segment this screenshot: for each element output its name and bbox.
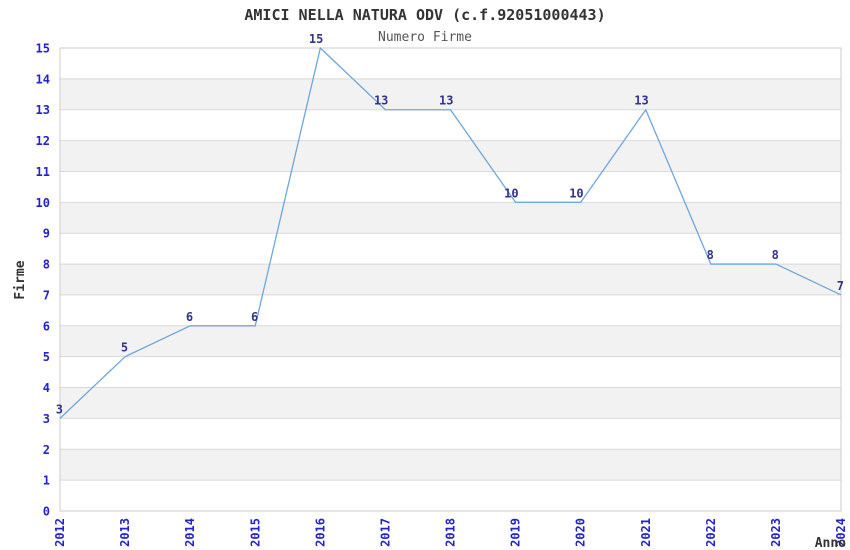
x-tick-label: 2020: [574, 518, 588, 547]
chart-title: AMICI NELLA NATURA ODV (c.f.92051000443): [244, 6, 605, 24]
x-tick-label: 2017: [378, 518, 392, 547]
x-tick-label: 2018: [444, 518, 458, 547]
y-tick-label: 8: [43, 258, 50, 272]
y-tick-label: 9: [43, 227, 50, 241]
y-tick-label: 12: [36, 134, 50, 148]
chart-subtitle: Numero Firme: [378, 30, 472, 45]
x-tick-label: 2014: [183, 518, 197, 547]
y-tick-label: 7: [43, 288, 50, 302]
grid-band: [60, 202, 841, 234]
y-tick-label: 6: [43, 319, 50, 333]
x-tick-label: 2015: [248, 518, 262, 547]
y-tick-label: 10: [36, 196, 50, 210]
x-tick-label: 2022: [704, 518, 718, 547]
y-tick-label: 14: [36, 72, 50, 86]
data-point-label: 6: [186, 310, 193, 324]
y-tick-label: 0: [43, 505, 50, 519]
x-tick-label: 2016: [313, 518, 327, 547]
x-tick-label: 2012: [53, 518, 67, 547]
data-point-label: 13: [634, 94, 648, 108]
data-point-label: 8: [707, 248, 714, 262]
y-tick-label: 5: [43, 350, 50, 364]
x-tick-label: 2019: [509, 518, 523, 547]
y-tick-label: 13: [36, 103, 50, 117]
grid-band: [60, 140, 841, 172]
grid-band: [60, 264, 841, 295]
grid-band: [60, 387, 841, 419]
y-axis-title: Firme: [13, 260, 28, 299]
data-point-label: 13: [374, 94, 388, 108]
data-point-label: 5: [121, 341, 128, 355]
y-tick-label: 15: [36, 42, 50, 56]
x-tick-label: 2024: [834, 518, 848, 547]
grid-band: [60, 449, 841, 481]
y-tick-label: 11: [36, 165, 50, 179]
x-axis-title: Anno: [815, 536, 846, 550]
data-point-label: 7: [837, 279, 844, 293]
data-point-label: 10: [504, 186, 518, 200]
x-tick-label: 2021: [639, 518, 653, 547]
data-line: [59, 47, 842, 419]
data-point-label: 8: [772, 248, 779, 262]
data-point-label: 13: [439, 94, 453, 108]
y-tick-label: 4: [43, 381, 50, 395]
data-point-label: 3: [56, 402, 63, 416]
y-tick-label: 2: [43, 443, 50, 457]
plot-border: [59, 47, 842, 512]
y-tick-label: 1: [43, 474, 50, 488]
grid-band: [60, 78, 841, 110]
data-point-label: 15: [309, 32, 323, 46]
x-tick-label: 2013: [118, 518, 132, 547]
data-point-label: 6: [251, 310, 258, 324]
grid-band: [60, 325, 841, 357]
data-point-label: 10: [569, 186, 583, 200]
x-tick-label: 2023: [769, 518, 783, 547]
y-tick-label: 3: [43, 412, 50, 426]
